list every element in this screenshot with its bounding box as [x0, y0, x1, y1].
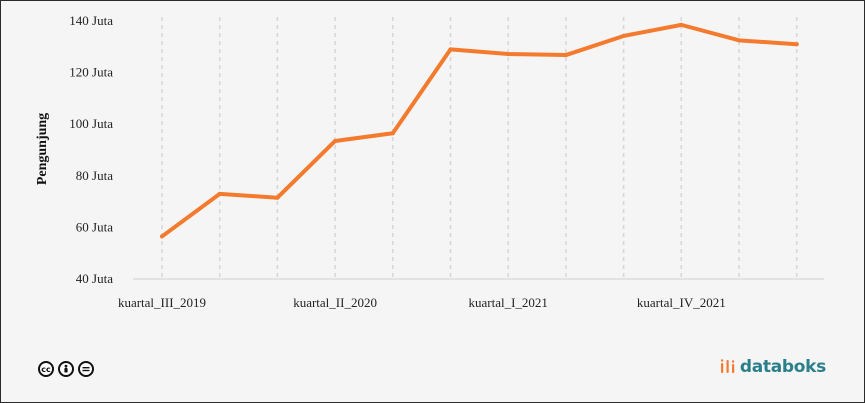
by-icon [58, 361, 74, 377]
data-point [621, 33, 626, 38]
data-point [160, 234, 164, 239]
x-axis-ticks: kuartal_III_2019 kuartal_II_2020 kuartal_I… [118, 295, 726, 310]
x-tick-label: kuartal_I_2021 [468, 295, 547, 310]
cc-icon: cc [38, 361, 54, 377]
databoks-logo: databoks [718, 357, 826, 377]
data-point [217, 191, 222, 196]
data-point [275, 195, 280, 200]
data-point [448, 47, 453, 52]
data-point [737, 38, 741, 43]
y-tick-label: 100 Juta [69, 116, 113, 131]
data-point [390, 131, 395, 136]
y-axis-ticks: 40 Juta 60 Juta 80 Juta 100 Juta 120 Juta 140… [69, 13, 113, 286]
x-tick-label: kuartal_II_2020 [293, 295, 377, 310]
databoks-logo-text: databoks [739, 357, 826, 377]
y-tick-label: 80 Juta [76, 168, 113, 183]
y-axis-label: Pengunjung [35, 113, 50, 185]
y-tick-label: 60 Juta [76, 219, 113, 234]
series-line [160, 22, 799, 239]
y-tick-label: 140 Juta [69, 13, 113, 28]
license-icons: cc [38, 361, 94, 377]
data-point [506, 52, 511, 57]
nd-icon [78, 361, 94, 377]
data-point [563, 53, 568, 58]
y-tick-label: 40 Juta [76, 271, 113, 286]
data-points [160, 22, 799, 239]
x-tick-label: kuartal_IV_2021 [637, 295, 726, 310]
databoks-logo-icon [720, 359, 735, 373]
data-point [333, 138, 338, 143]
data-point [679, 22, 684, 27]
x-tick-label: kuartal_III_2019 [118, 295, 206, 310]
grid-lines [161, 17, 798, 279]
y-tick-label: 120 Juta [69, 65, 113, 80]
data-point [794, 42, 799, 47]
